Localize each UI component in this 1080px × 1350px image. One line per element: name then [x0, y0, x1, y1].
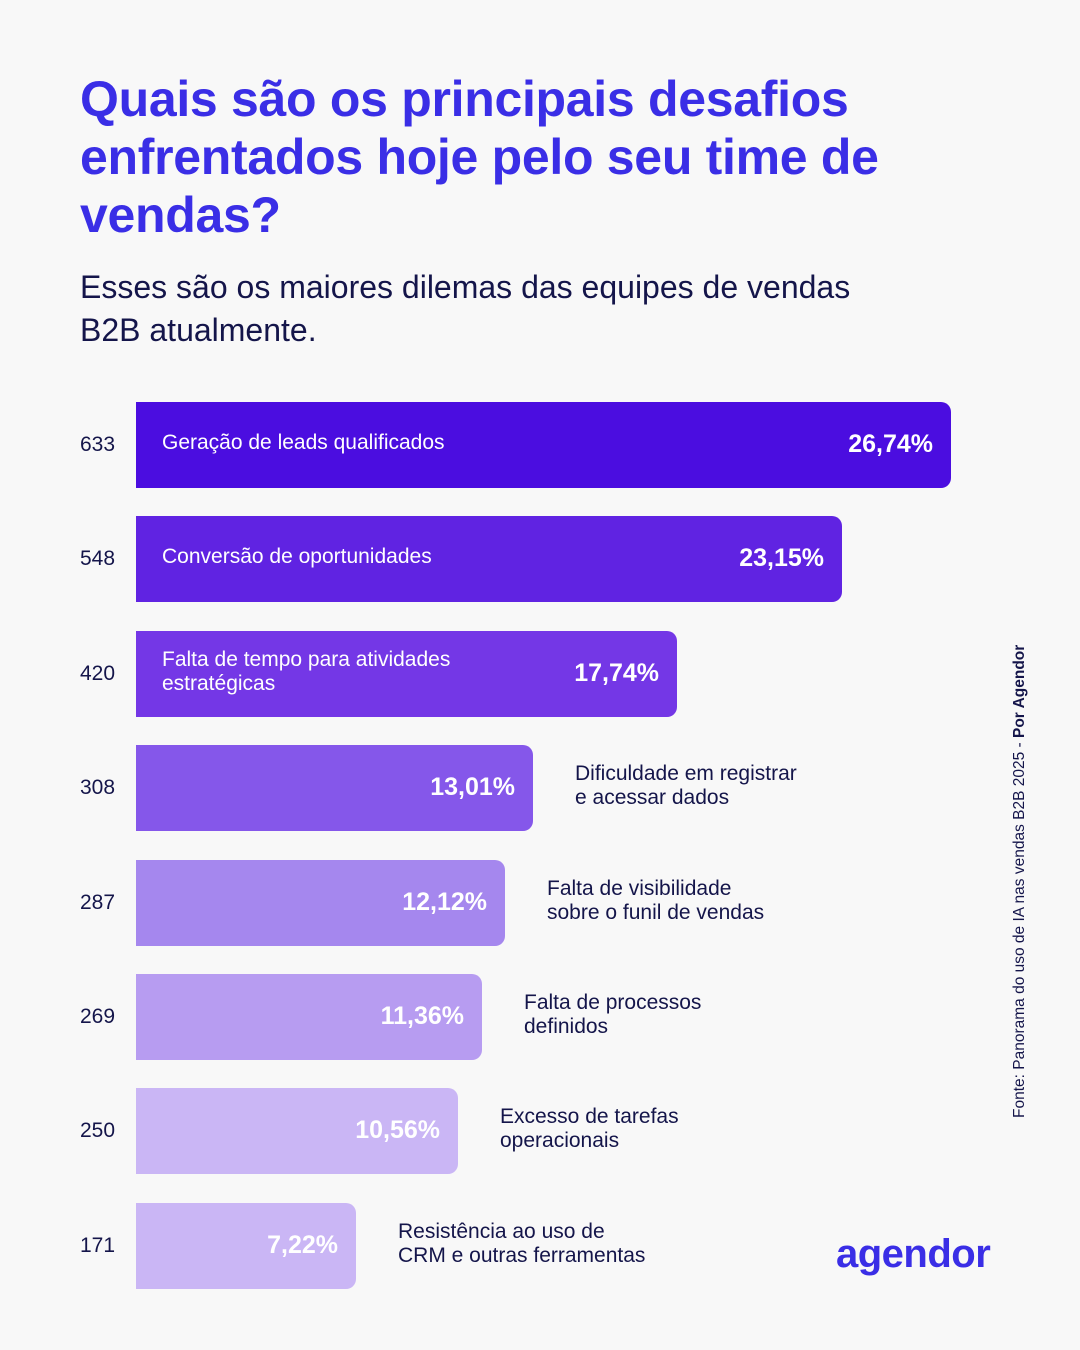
bar: [136, 402, 951, 488]
chart-title: Quais são os principais desafios enfrent…: [80, 71, 879, 243]
bar: [136, 630, 677, 717]
category-label: Excesso de tarefas operacionais: [500, 1105, 679, 1153]
response-count: 633: [80, 433, 116, 456]
bar: [136, 516, 842, 603]
chart-subtitle: Esses são os maiores dilemas das equipes…: [80, 269, 851, 348]
value-label: 11,36%: [380, 1002, 464, 1030]
bar: [136, 1088, 458, 1175]
response-count: 171: [80, 1233, 116, 1257]
value-label: 12,12%: [402, 887, 487, 916]
value-label: 26,74%: [848, 430, 933, 458]
bar: [136, 974, 482, 1060]
response-count: 308: [80, 776, 116, 800]
category-label: Falta de visibilidade sobre o funil de v…: [547, 876, 765, 924]
category-label: Resistência ao uso de CRM e outras ferra…: [398, 1219, 646, 1267]
category-label: Falta de processos definidos: [524, 991, 702, 1038]
value-label: 17,74%: [574, 658, 659, 687]
response-count: 287: [80, 890, 116, 914]
category-label: Falta de tempo para atividades estratégi…: [162, 647, 451, 695]
response-count: 269: [80, 1005, 116, 1028]
source-text: Fonte: Panorama do uso de IA nas vendas …: [1011, 738, 1028, 1118]
response-count: 548: [80, 547, 116, 571]
value-label: 7,22%: [267, 1230, 338, 1259]
bar: [136, 1202, 356, 1289]
bar: [136, 745, 533, 832]
value-label: 10,56%: [355, 1116, 440, 1145]
response-count: 250: [80, 1119, 116, 1143]
category-label: Dificuldade em registrar e acessar dados: [575, 762, 797, 810]
bar: [136, 859, 505, 946]
agendor-logo: agendor: [836, 1232, 991, 1276]
value-label: 13,01%: [430, 773, 515, 802]
source-note: Fonte: Panorama do uso de IA nas vendas …: [1011, 645, 1029, 1118]
value-label: 23,15%: [739, 544, 824, 573]
category-label: Conversão de oportunidades: [162, 545, 432, 569]
source-author: Por Agendor: [1011, 644, 1028, 738]
category-label: Geração de leads qualificados: [162, 431, 445, 454]
response-count: 420: [80, 661, 116, 685]
